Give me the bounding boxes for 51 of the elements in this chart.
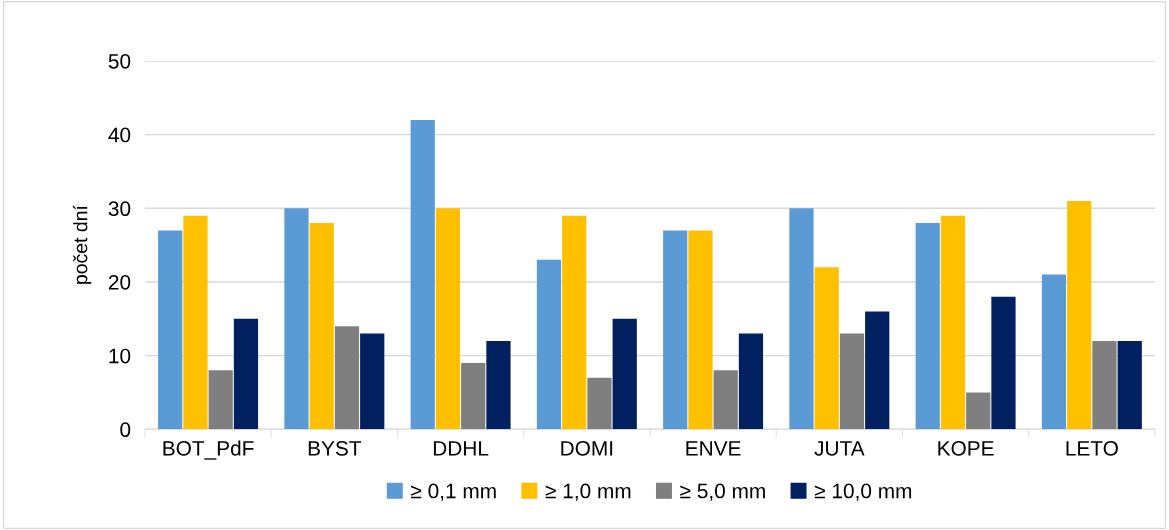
x-tick-label: ENVE (686, 441, 741, 456)
legend-label: ≥ 1,0 mm (545, 483, 631, 501)
bar (991, 296, 1016, 430)
bar (789, 208, 814, 430)
legend-label: ≥ 5,0 mm (680, 483, 765, 501)
y-tick-label: 10 (109, 348, 131, 364)
bar (158, 230, 183, 430)
y-tick-label: 30 (108, 201, 131, 217)
bar (1041, 274, 1067, 430)
bar (713, 370, 738, 430)
bar (208, 370, 233, 430)
bar (334, 326, 360, 430)
legend-label: ≥ 10,0 mm (814, 483, 912, 501)
x-tick-label: BOT_PdF (163, 440, 254, 460)
bar (461, 363, 486, 430)
bar (309, 223, 334, 430)
y-tick-label: 0 (120, 422, 131, 438)
bar (183, 215, 208, 430)
x-tick-label: JUTA (814, 441, 865, 456)
bar (1092, 340, 1117, 430)
y-tick-label: 50 (108, 53, 131, 69)
bar (1117, 340, 1142, 430)
bar (587, 377, 612, 430)
bar (940, 215, 966, 430)
legend-label: ≥ 0,1 mm (411, 483, 496, 501)
bar (360, 333, 385, 430)
bar (663, 230, 688, 430)
bar (738, 333, 764, 430)
bar (814, 267, 839, 430)
bar (284, 208, 309, 430)
bar (688, 230, 713, 430)
y-tick-label: 20 (108, 274, 131, 290)
x-tick-label: BYST (308, 440, 362, 456)
bar (435, 208, 461, 430)
bar (612, 318, 637, 430)
bar (536, 259, 562, 430)
bar (915, 223, 940, 430)
bar (966, 392, 991, 430)
x-tick-label: KOPE (938, 440, 994, 456)
x-tick-label: DOMI (561, 440, 613, 456)
y-axis-title: počet dní (72, 205, 92, 284)
x-tick-label: LETO (1066, 440, 1118, 456)
bar (562, 215, 587, 430)
y-tick-label: 40 (108, 127, 131, 143)
bar (233, 318, 259, 430)
x-tick-label: DDHL (433, 441, 489, 456)
bar (486, 340, 511, 430)
bar (839, 333, 865, 430)
bar (1067, 200, 1092, 430)
bar (865, 311, 890, 430)
bar (410, 119, 435, 430)
